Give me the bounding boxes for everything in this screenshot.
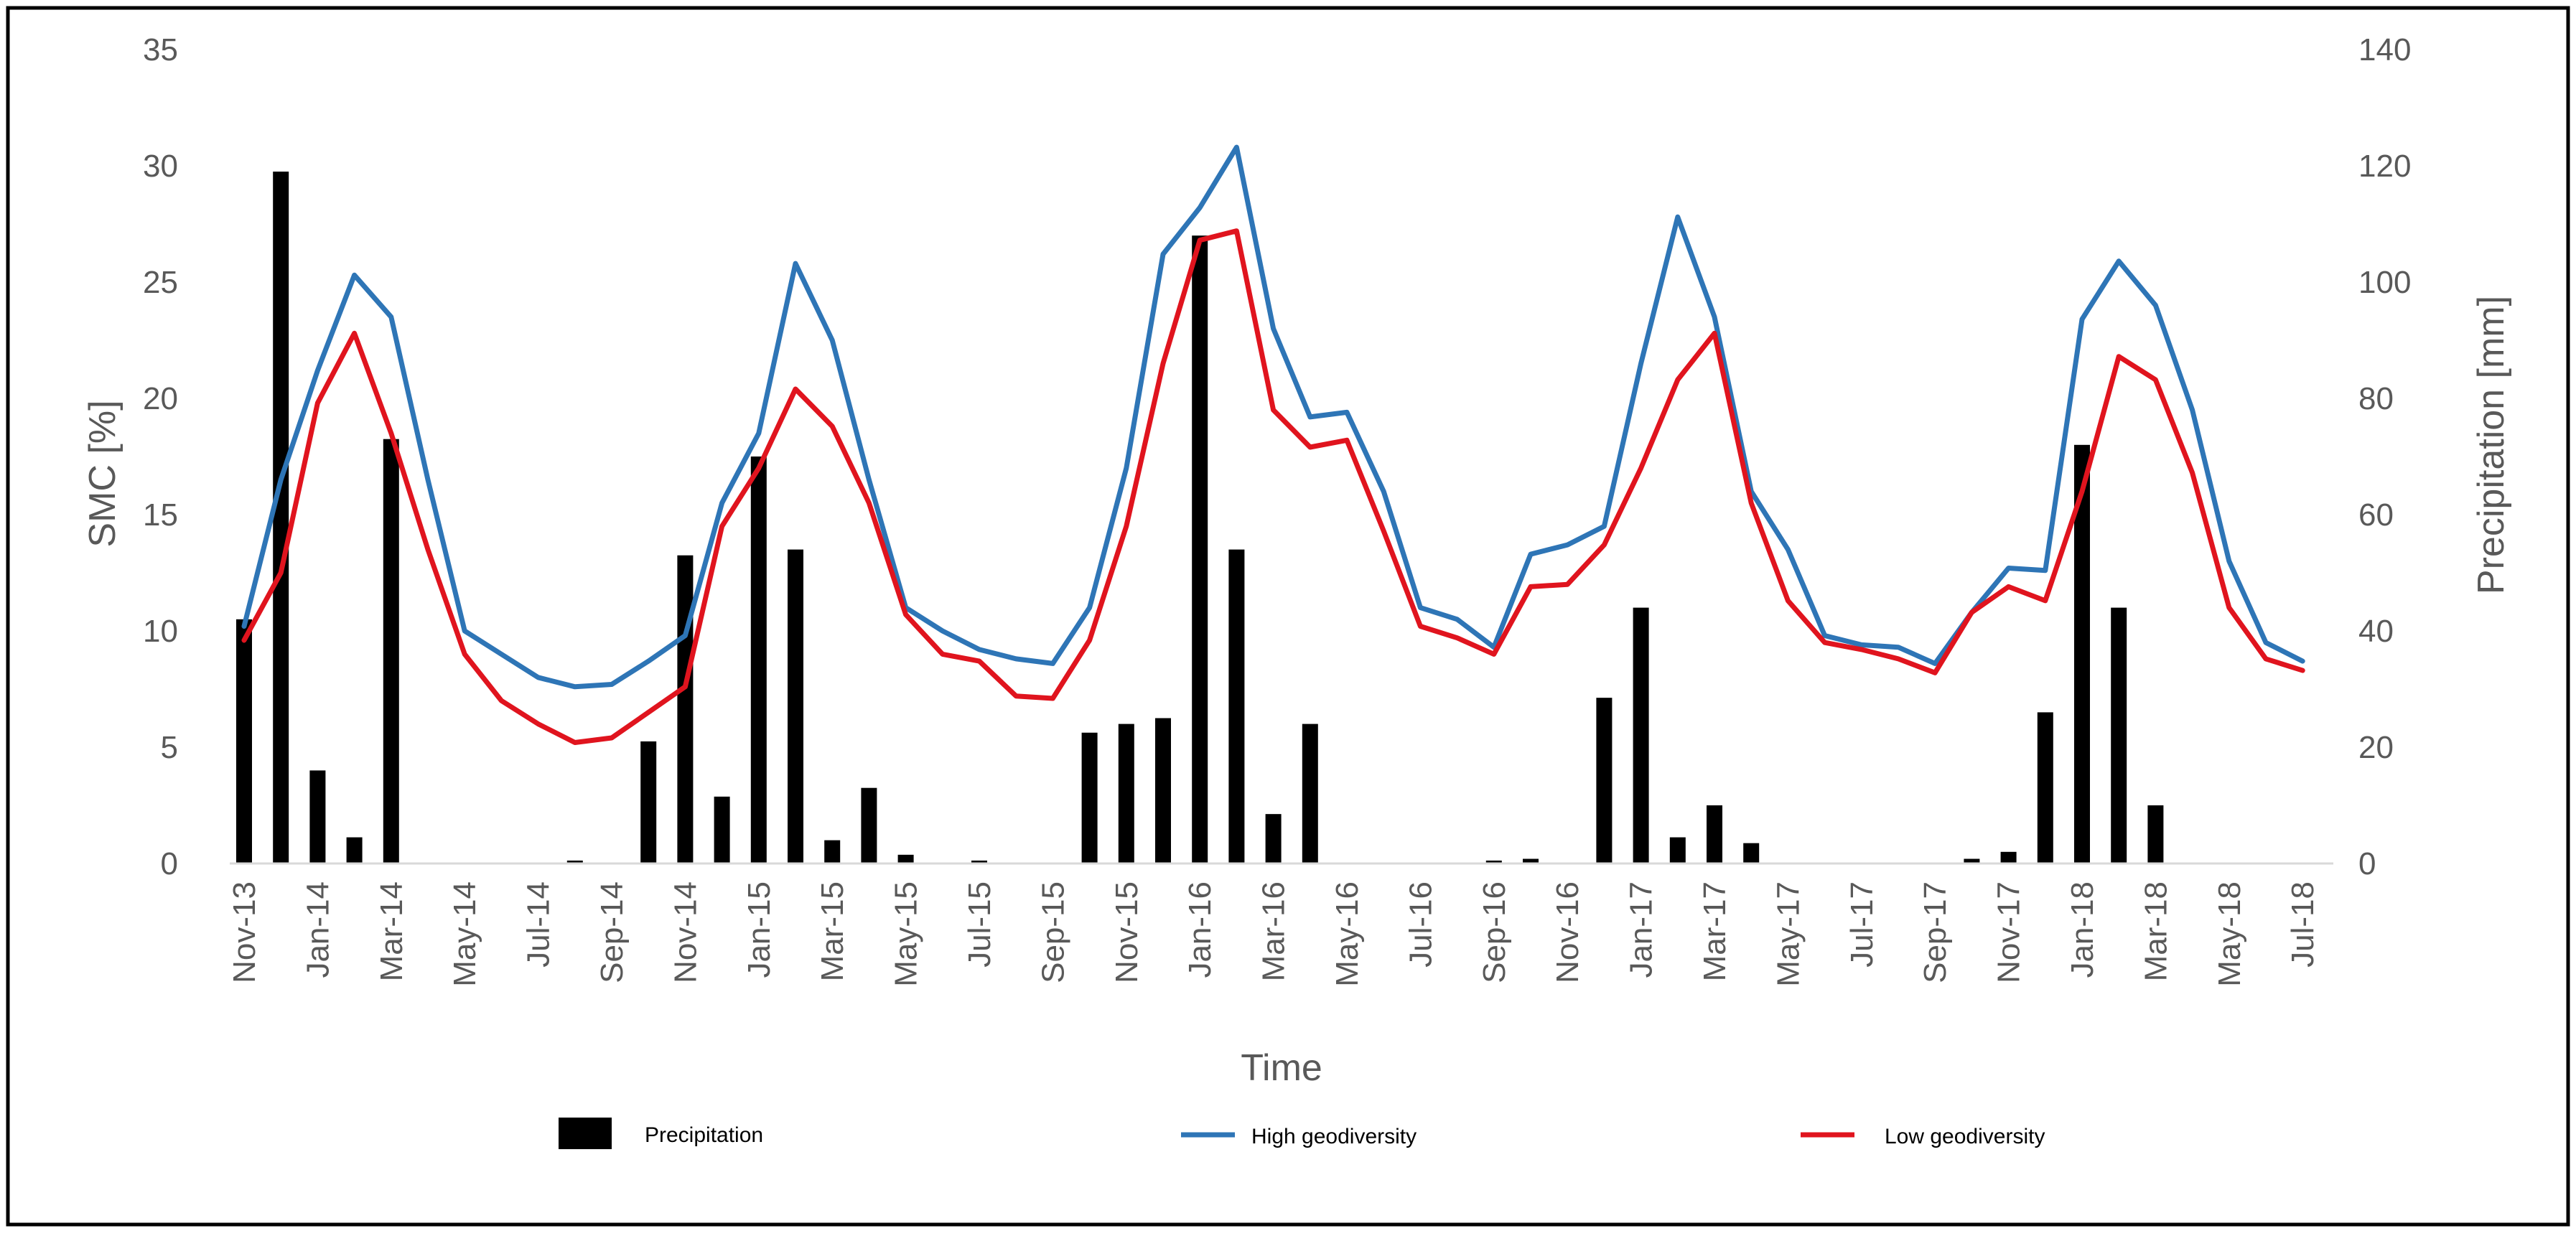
left-tick-15: 15 [143,497,178,533]
x-tick-jan-17: Jan-17 [1624,881,1659,978]
right-tick-80: 80 [2358,381,2394,416]
right-tick-100: 100 [2358,265,2411,300]
x-tick-nov-14: Nov-14 [668,881,703,983]
precip-bar-sep-16 [1485,860,1502,863]
precip-bar-mar-17 [1707,805,1722,863]
right-tick-60: 60 [2358,497,2394,533]
precip-bar-feb-18 [2111,607,2127,863]
x-tick-mar-14: Mar-14 [374,881,409,981]
precip-bar-aug-14 [566,860,583,863]
precip-bar-dec-17 [2037,712,2053,863]
right-axis-title: Precipitation [mm] [2470,296,2512,594]
right-tick-40: 40 [2358,614,2394,649]
right-tick-20: 20 [2358,730,2394,765]
precip-bar-oct-15 [1081,732,1098,863]
left-axis-ticks: 0 5 10 15 20 25 30 35 [143,32,178,881]
x-tick-nov-16: Nov-16 [1550,881,1585,983]
precip-bar-feb-16 [1228,549,1245,863]
precip-bar-oct-17 [1964,858,1980,863]
x-tick-jul-14: Jul-14 [521,881,556,968]
x-tick-jul-15: Jul-15 [962,881,997,968]
precip-bar-mar-18 [2147,805,2164,863]
legend-precipitation-label: Precipitation [645,1123,763,1147]
line-low-geodiversity [241,228,2305,745]
precip-bar-jul-15 [971,860,987,863]
x-tick-may-18: May-18 [2212,881,2247,987]
x-tick-sep-16: Sep-16 [1477,881,1512,983]
x-tick-mar-15: Mar-15 [815,881,850,981]
precip-bar-may-15 [897,854,914,863]
precip-bar-nov-13 [236,619,252,863]
precip-bar-mar-15 [824,840,841,863]
precip-bar-jan-14 [309,770,326,863]
x-tick-jul-18: Jul-18 [2285,881,2320,968]
x-tick-nov-13: Nov-13 [227,881,262,983]
precip-bar-nov-14 [677,555,694,863]
legend-low-geodiversity-label: Low geodiversity [1885,1125,2045,1148]
x-tick-mar-17: Mar-17 [1697,881,1732,981]
precip-bar-feb-17 [1669,837,1686,863]
precip-bar-oct-16 [1523,858,1539,863]
precip-bar-feb-15 [788,549,803,863]
left-tick-30: 30 [143,149,178,184]
precip-bar-dec-16 [1596,698,1613,863]
x-tick-jul-16: Jul-16 [1403,881,1438,968]
legend: Precipitation High geodiversity Low geod… [559,1118,2045,1149]
left-tick-35: 35 [143,32,178,67]
x-axis-title: Time [1241,1047,1322,1089]
precip-bar-nov-17 [2000,851,2017,863]
left-axis-title: SMC [%] [82,400,123,547]
x-tick-mar-18: Mar-18 [2138,881,2173,981]
left-tick-10: 10 [143,614,178,649]
legend-precipitation-swatch [559,1118,612,1149]
x-tick-jul-17: Jul-17 [1844,881,1880,968]
x-axis-ticks: Nov-13 Jan-14 Mar-14 May-14 Jul-14 Sep-14 Nov-… [227,881,2320,987]
precip-bar-dec-13 [273,172,289,864]
precip-bar-dec-15 [1155,718,1171,863]
precip-bar-feb-14 [346,837,363,863]
x-tick-nov-17: Nov-17 [1992,881,2027,983]
left-tick-25: 25 [143,265,178,300]
legend-high-geodiversity-label: High geodiversity [1251,1125,1417,1148]
smc-lines [241,144,2305,745]
precip-bar-jan-18 [2074,444,2090,863]
x-tick-may-17: May-17 [1770,881,1806,987]
x-tick-jan-18: Jan-18 [2065,881,2100,978]
precip-bar-mar-14 [383,439,399,863]
x-tick-nov-15: Nov-15 [1109,881,1144,983]
x-tick-sep-15: Sep-15 [1035,881,1070,983]
precip-bar-oct-14 [640,741,657,863]
chart-border [6,6,2570,1227]
x-tick-jan-16: Jan-16 [1182,881,1218,978]
precip-bar-jan-17 [1633,607,1649,863]
x-tick-jan-15: Jan-15 [742,881,777,978]
right-tick-120: 120 [2358,149,2411,184]
precip-bar-nov-15 [1118,724,1134,863]
x-tick-may-16: May-16 [1330,881,1365,987]
precip-bar-apr-16 [1302,724,1318,863]
x-tick-mar-16: Mar-16 [1256,881,1292,981]
precip-bar-dec-14 [714,796,730,863]
right-axis-ticks: 0 20 40 60 80 100 120 140 [2358,32,2411,881]
precip-bar-jan-15 [750,457,767,863]
left-tick-20: 20 [143,381,178,416]
x-tick-jan-14: Jan-14 [300,881,335,978]
right-tick-140: 140 [2358,32,2411,67]
precip-bar-apr-15 [861,787,877,863]
x-tick-may-14: May-14 [447,881,482,987]
right-tick-0: 0 [2358,846,2376,881]
x-tick-may-15: May-15 [889,881,924,987]
precip-bar-mar-16 [1265,814,1282,863]
precip-bar-apr-17 [1743,843,1760,863]
left-tick-5: 5 [161,730,178,765]
x-tick-sep-17: Sep-17 [1918,881,1953,983]
precip-bar-jan-16 [1192,235,1208,863]
x-tick-sep-14: Sep-14 [594,881,630,983]
precipitation-bars [236,172,2164,864]
left-tick-0: 0 [161,846,178,881]
